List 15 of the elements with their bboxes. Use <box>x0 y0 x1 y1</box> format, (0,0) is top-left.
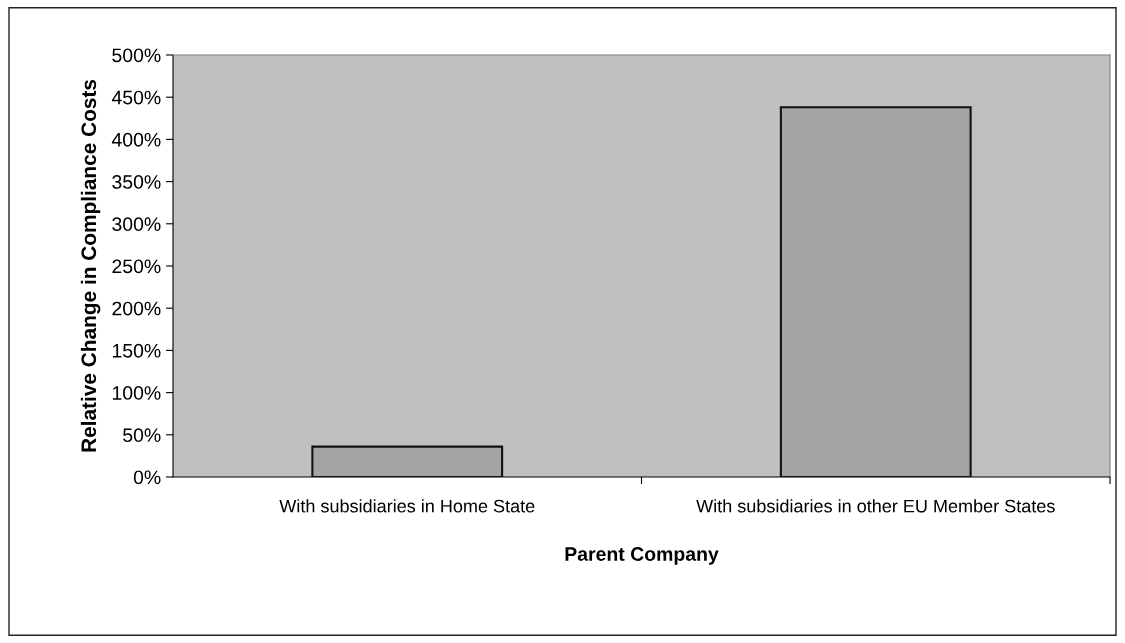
y-axis-title: Relative Change in Compliance Costs <box>80 79 101 452</box>
y-tick-label: 450% <box>111 90 161 105</box>
y-tick-label: 400% <box>111 132 161 147</box>
y-tick-label: 250% <box>112 259 161 274</box>
y-tick-label: 150% <box>112 343 161 358</box>
x-axis-title: Parent Company <box>565 547 719 565</box>
x-tick-label: With subsidiaries in Home State <box>279 499 535 513</box>
y-tick-label: 300% <box>112 217 161 232</box>
x-tick-label: With subsidiaries in other EU Member States <box>696 499 1055 513</box>
y-tick-label: 50% <box>123 428 161 443</box>
y-tick-label: 350% <box>112 175 161 189</box>
y-tick-label: 500% <box>112 48 161 63</box>
y-tick-label: 100% <box>112 386 161 400</box>
y-tick-label: 0% <box>133 470 161 485</box>
y-tick-label: 200% <box>112 301 161 316</box>
